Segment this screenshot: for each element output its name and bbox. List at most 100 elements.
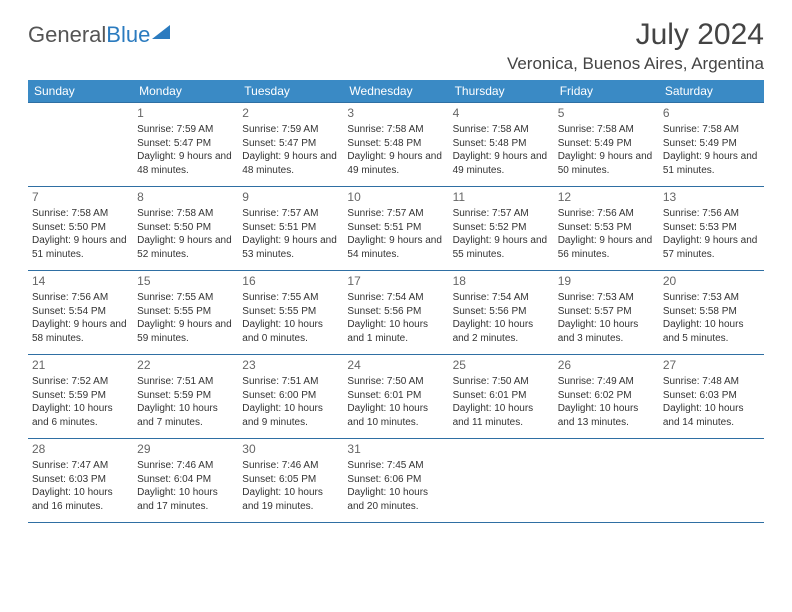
sunset-line: Sunset: 6:03 PM bbox=[32, 473, 129, 487]
calendar-week-row: 21Sunrise: 7:52 AMSunset: 5:59 PMDayligh… bbox=[28, 355, 764, 439]
sunrise-line: Sunrise: 7:51 AM bbox=[137, 375, 234, 389]
calendar-day-cell: 12Sunrise: 7:56 AMSunset: 5:53 PMDayligh… bbox=[554, 187, 659, 271]
sunrise-line: Sunrise: 7:55 AM bbox=[242, 291, 339, 305]
day-number: 7 bbox=[32, 189, 129, 205]
calendar-day-cell: 10Sunrise: 7:57 AMSunset: 5:51 PMDayligh… bbox=[343, 187, 448, 271]
day-number: 24 bbox=[347, 357, 444, 373]
weekday-header: Sunday bbox=[28, 80, 133, 103]
day-number: 31 bbox=[347, 441, 444, 457]
calendar-day-cell: 14Sunrise: 7:56 AMSunset: 5:54 PMDayligh… bbox=[28, 271, 133, 355]
calendar-day-cell: 21Sunrise: 7:52 AMSunset: 5:59 PMDayligh… bbox=[28, 355, 133, 439]
calendar-day-cell: 1Sunrise: 7:59 AMSunset: 5:47 PMDaylight… bbox=[133, 103, 238, 187]
daylight-line: Daylight: 10 hours and 10 minutes. bbox=[347, 402, 444, 429]
calendar-header-row: SundayMondayTuesdayWednesdayThursdayFrid… bbox=[28, 80, 764, 103]
sunset-line: Sunset: 5:59 PM bbox=[32, 389, 129, 403]
sunrise-line: Sunrise: 7:46 AM bbox=[242, 459, 339, 473]
sunset-line: Sunset: 5:48 PM bbox=[453, 137, 550, 151]
day-number: 2 bbox=[242, 105, 339, 121]
daylight-line: Daylight: 9 hours and 56 minutes. bbox=[558, 234, 655, 261]
sunrise-line: Sunrise: 7:59 AM bbox=[137, 123, 234, 137]
daylight-line: Daylight: 9 hours and 54 minutes. bbox=[347, 234, 444, 261]
day-number: 18 bbox=[453, 273, 550, 289]
sunrise-line: Sunrise: 7:45 AM bbox=[347, 459, 444, 473]
day-number: 17 bbox=[347, 273, 444, 289]
daylight-line: Daylight: 10 hours and 16 minutes. bbox=[32, 486, 129, 513]
daylight-line: Daylight: 9 hours and 51 minutes. bbox=[663, 150, 760, 177]
day-number: 26 bbox=[558, 357, 655, 373]
calendar-day-cell: 9Sunrise: 7:57 AMSunset: 5:51 PMDaylight… bbox=[238, 187, 343, 271]
calendar-day-cell: 19Sunrise: 7:53 AMSunset: 5:57 PMDayligh… bbox=[554, 271, 659, 355]
calendar-week-row: 1Sunrise: 7:59 AMSunset: 5:47 PMDaylight… bbox=[28, 103, 764, 187]
calendar-table: SundayMondayTuesdayWednesdayThursdayFrid… bbox=[28, 80, 764, 523]
sunset-line: Sunset: 5:56 PM bbox=[453, 305, 550, 319]
sunset-line: Sunset: 5:54 PM bbox=[32, 305, 129, 319]
sunrise-line: Sunrise: 7:49 AM bbox=[558, 375, 655, 389]
day-number: 6 bbox=[663, 105, 760, 121]
calendar-day-cell: 18 Sunrise: 7:54 AMSunset: 5:56 PMDayligh… bbox=[449, 271, 554, 355]
sunset-line: Sunset: 5:58 PM bbox=[663, 305, 760, 319]
sunset-line: Sunset: 6:06 PM bbox=[347, 473, 444, 487]
daylight-line: Daylight: 9 hours and 48 minutes. bbox=[137, 150, 234, 177]
sunset-line: Sunset: 5:52 PM bbox=[453, 221, 550, 235]
calendar-day-cell: 3Sunrise: 7:58 AMSunset: 5:48 PMDaylight… bbox=[343, 103, 448, 187]
sunrise-line: Sunrise: 7:54 AM bbox=[453, 291, 550, 305]
daylight-line: Daylight: 10 hours and 2 minutes. bbox=[453, 318, 550, 345]
calendar-day-cell: 17Sunrise: 7:54 AMSunset: 5:56 PMDayligh… bbox=[343, 271, 448, 355]
logo-triangle-icon bbox=[152, 25, 170, 39]
day-number: 10 bbox=[347, 189, 444, 205]
daylight-line: Daylight: 10 hours and 5 minutes. bbox=[663, 318, 760, 345]
calendar-day-cell: 26Sunrise: 7:49 AMSunset: 6:02 PMDayligh… bbox=[554, 355, 659, 439]
sunset-line: Sunset: 5:47 PM bbox=[137, 137, 234, 151]
sunset-line: Sunset: 6:03 PM bbox=[663, 389, 760, 403]
day-number: 25 bbox=[453, 357, 550, 373]
sunrise-line: Sunrise: 7:50 AM bbox=[453, 375, 550, 389]
calendar-day-cell: 25Sunrise: 7:50 AMSunset: 6:01 PMDayligh… bbox=[449, 355, 554, 439]
calendar-day-cell bbox=[449, 439, 554, 523]
sunset-line: Sunset: 5:56 PM bbox=[347, 305, 444, 319]
title-block: July 2024 Veronica, Buenos Aires, Argent… bbox=[507, 18, 764, 74]
daylight-line: Daylight: 9 hours and 57 minutes. bbox=[663, 234, 760, 261]
calendar-day-cell: 16Sunrise: 7:55 AMSunset: 5:55 PMDayligh… bbox=[238, 271, 343, 355]
daylight-line: Daylight: 9 hours and 49 minutes. bbox=[347, 150, 444, 177]
calendar-day-cell: 22Sunrise: 7:51 AMSunset: 5:59 PMDayligh… bbox=[133, 355, 238, 439]
sunset-line: Sunset: 6:05 PM bbox=[242, 473, 339, 487]
calendar-week-row: 14Sunrise: 7:56 AMSunset: 5:54 PMDayligh… bbox=[28, 271, 764, 355]
day-number: 23 bbox=[242, 357, 339, 373]
sunset-line: Sunset: 6:01 PM bbox=[453, 389, 550, 403]
sunrise-line: Sunrise: 7:58 AM bbox=[32, 207, 129, 221]
day-number: 8 bbox=[137, 189, 234, 205]
day-number: 16 bbox=[242, 273, 339, 289]
calendar-day-cell: 29Sunrise: 7:46 AMSunset: 6:04 PMDayligh… bbox=[133, 439, 238, 523]
calendar-day-cell: 27Sunrise: 7:48 AMSunset: 6:03 PMDayligh… bbox=[659, 355, 764, 439]
calendar-day-cell: 30Sunrise: 7:46 AMSunset: 6:05 PMDayligh… bbox=[238, 439, 343, 523]
sunset-line: Sunset: 5:49 PM bbox=[663, 137, 760, 151]
sunrise-line: Sunrise: 7:56 AM bbox=[558, 207, 655, 221]
header: GeneralBlue July 2024 Veronica, Buenos A… bbox=[28, 18, 764, 74]
calendar-day-cell: 7Sunrise: 7:58 AMSunset: 5:50 PMDaylight… bbox=[28, 187, 133, 271]
logo-word-general: General bbox=[28, 22, 106, 48]
sunrise-line: Sunrise: 7:59 AM bbox=[242, 123, 339, 137]
calendar-day-cell bbox=[554, 439, 659, 523]
sunset-line: Sunset: 5:55 PM bbox=[137, 305, 234, 319]
sunrise-line: Sunrise: 7:57 AM bbox=[347, 207, 444, 221]
sunrise-line: Sunrise: 7:51 AM bbox=[242, 375, 339, 389]
sunrise-line: Sunrise: 7:58 AM bbox=[558, 123, 655, 137]
daylight-line: Daylight: 9 hours and 50 minutes. bbox=[558, 150, 655, 177]
daylight-line: Daylight: 10 hours and 9 minutes. bbox=[242, 402, 339, 429]
sunset-line: Sunset: 6:01 PM bbox=[347, 389, 444, 403]
weekday-header: Monday bbox=[133, 80, 238, 103]
calendar-body: 1Sunrise: 7:59 AMSunset: 5:47 PMDaylight… bbox=[28, 103, 764, 523]
sunset-line: Sunset: 5:53 PM bbox=[558, 221, 655, 235]
logo-word-blue: Blue bbox=[106, 22, 150, 48]
sunrise-line: Sunrise: 7:58 AM bbox=[453, 123, 550, 137]
sunset-line: Sunset: 5:59 PM bbox=[137, 389, 234, 403]
weekday-header: Friday bbox=[554, 80, 659, 103]
sunrise-line: Sunrise: 7:55 AM bbox=[137, 291, 234, 305]
calendar-day-cell: 6Sunrise: 7:58 AMSunset: 5:49 PMDaylight… bbox=[659, 103, 764, 187]
sunset-line: Sunset: 5:57 PM bbox=[558, 305, 655, 319]
calendar-day-cell bbox=[28, 103, 133, 187]
weekday-header: Wednesday bbox=[343, 80, 448, 103]
sunrise-line: Sunrise: 7:57 AM bbox=[242, 207, 339, 221]
daylight-line: Daylight: 10 hours and 1 minute. bbox=[347, 318, 444, 345]
calendar-day-cell: 23Sunrise: 7:51 AMSunset: 6:00 PMDayligh… bbox=[238, 355, 343, 439]
